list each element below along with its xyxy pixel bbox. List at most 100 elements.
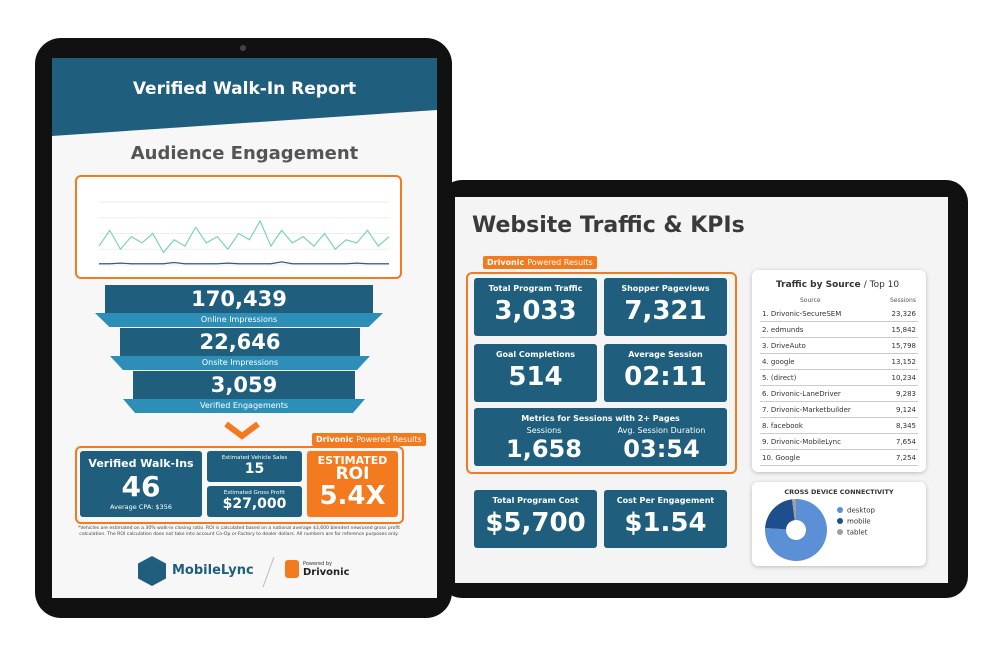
chart-frame: [75, 175, 402, 279]
tile-label: Cost Per Engagement: [616, 496, 715, 505]
tile-label: Shopper Pageviews: [621, 284, 710, 293]
kpi-tile: Total Program Traffic 3,033: [474, 278, 597, 336]
item-label: Sessions: [526, 426, 562, 435]
line: [98, 219, 390, 254]
table-row: 4. google 13,152: [760, 354, 918, 370]
table-title-text: Traffic by Source: [776, 280, 861, 290]
section-title: Audience Engagement: [130, 143, 359, 164]
item-label: Avg. Session Duration: [617, 426, 706, 435]
tile-value: $27,000: [222, 496, 287, 512]
sessions: 7,254: [895, 454, 916, 462]
sales-tile: Estimated Vehicle Sales 15: [207, 451, 302, 482]
left-title: Verified Walk-In Report: [132, 79, 357, 99]
roi-value: 5.4X: [319, 481, 386, 511]
funnel-step: 22,646: [120, 328, 360, 356]
table-row: 6. Drivonic-LaneDriver 9,283: [760, 386, 918, 402]
roi-label: ROI: [335, 464, 370, 484]
roi-tile: ESTIMATED ROI 5.4X: [307, 451, 398, 517]
tile-value: $1.54: [624, 508, 707, 538]
legend-dot: [837, 518, 843, 524]
source: 3. DriveAuto: [762, 342, 806, 350]
tile-label: Estimated Gross Profit: [223, 490, 286, 496]
kpi-tile: Cost Per Engagement $1.54: [604, 490, 727, 548]
source: 4. google: [762, 358, 795, 366]
source: 7. Drivonic-Marketbuilder: [762, 406, 851, 414]
tile-value: 514: [508, 362, 563, 392]
source: 1. Drivonic-SecureSEM: [762, 310, 842, 318]
source: 8. facebook: [762, 422, 803, 430]
badge: Drivonic Powered Results: [312, 433, 426, 446]
legend-dot: [837, 529, 843, 535]
pie-chart: desktop mobile tablet: [765, 499, 875, 561]
table-row: 2. edmunds 15,842: [760, 322, 918, 338]
tile-label: Total Program Traffic: [488, 284, 583, 293]
line: [99, 261, 389, 265]
pie-slice: [765, 499, 827, 561]
badge-brand: Drivonic: [487, 258, 525, 267]
legend-label: tablet: [847, 529, 868, 537]
sessions: 13,152: [891, 358, 917, 366]
footnote: *Vehicles are estimated on a 30% walk-in…: [77, 526, 401, 537]
sessions: 15,842: [891, 326, 917, 334]
table-row: 10. Google 7,254: [760, 450, 918, 466]
tile-label: Verified Walk-Ins: [88, 457, 194, 470]
sessions: 8,345: [895, 422, 916, 430]
results-frame: [75, 446, 404, 524]
kpi-frame: [466, 272, 737, 474]
tile-label: Goal Completions: [495, 350, 576, 359]
pie-slice: [765, 499, 795, 530]
funnel-label: Onsite Impressions: [110, 356, 370, 370]
kpi-tile: Shopper Pageviews 7,321: [604, 278, 727, 336]
sessions: 7,654: [895, 438, 916, 446]
table-card: Traffic by Source / Top 10 Source Sessio…: [752, 270, 926, 472]
tile-label: Total Program Cost: [492, 496, 579, 505]
col-header: Sessions: [889, 297, 916, 304]
funnel-step: 170,439: [105, 285, 373, 313]
header-shape: [52, 58, 437, 136]
item-value: 1,658: [506, 435, 582, 463]
tile-value: 3,033: [494, 296, 577, 326]
table-subtitle: Top 10: [869, 280, 900, 290]
kpi-tile: Average Session 02:11: [604, 344, 727, 402]
table-row: 9. Drivonic-MobileLync 7,654: [760, 434, 918, 450]
tile-label: Estimated Vehicle Sales: [221, 455, 288, 461]
pie-slice: [792, 499, 796, 521]
header-band: [52, 58, 437, 136]
funnel-label: Verified Engagements: [123, 399, 365, 413]
item-value: 03:54: [623, 435, 700, 463]
table-row: 3. DriveAuto 15,798: [760, 338, 918, 354]
pie-card: CROSS DEVICE CONNECTIVITY desktop mobile t…: [752, 482, 926, 566]
tile-value: 15: [244, 461, 265, 477]
badge: Drivonic Powered Results: [483, 256, 597, 269]
mobilelync-logo: [138, 556, 166, 586]
badge-brand: Drivonic: [316, 435, 354, 444]
source: 9. Drivonic-MobileLync: [762, 438, 841, 446]
logo-right-top: Powered by: [303, 561, 332, 567]
table-row: 1. Drivonic-SecureSEM 23,326: [760, 306, 918, 322]
sessions: 23,326: [891, 310, 917, 318]
sessions: 9,124: [895, 406, 916, 414]
sessions: 9,283: [895, 390, 916, 398]
logo-left: MobileLync: [172, 563, 254, 578]
badge-text: Powered Results: [527, 258, 593, 267]
sessions: 15,798: [891, 342, 917, 350]
table-row: 7. Drivonic-Marketbuilder 9,124: [760, 402, 918, 418]
pie-title: CROSS DEVICE CONNECTIVITY: [784, 488, 894, 496]
tile-sub: Average CPA: $356: [110, 503, 172, 511]
table-row: 5. (direct) 10,234: [760, 370, 918, 386]
roi-label-top: ESTIMATED: [317, 454, 388, 467]
chevron-line: [224, 421, 260, 440]
drivonic-icon: [285, 560, 299, 578]
legend-dot: [837, 507, 843, 513]
kpi-tile: Total Program Cost $5,700: [474, 490, 597, 548]
kpi-tile: Goal Completions 514: [474, 344, 597, 402]
tile-value: 46: [121, 470, 161, 503]
source: 6. Drivonic-LaneDriver: [762, 390, 841, 398]
table-row: 8. facebook 8,345: [760, 418, 918, 434]
sessions-tile: Metrics for Sessions with 2+ Pages Sessi…: [474, 408, 727, 466]
walk-ins-tile: Verified Walk-Ins 46 Average CPA: $356: [80, 451, 202, 517]
logo-right: Drivonic: [303, 567, 350, 578]
tile-value: 7,321: [624, 296, 707, 326]
table-title: Traffic by Source / Top 10: [776, 280, 900, 290]
